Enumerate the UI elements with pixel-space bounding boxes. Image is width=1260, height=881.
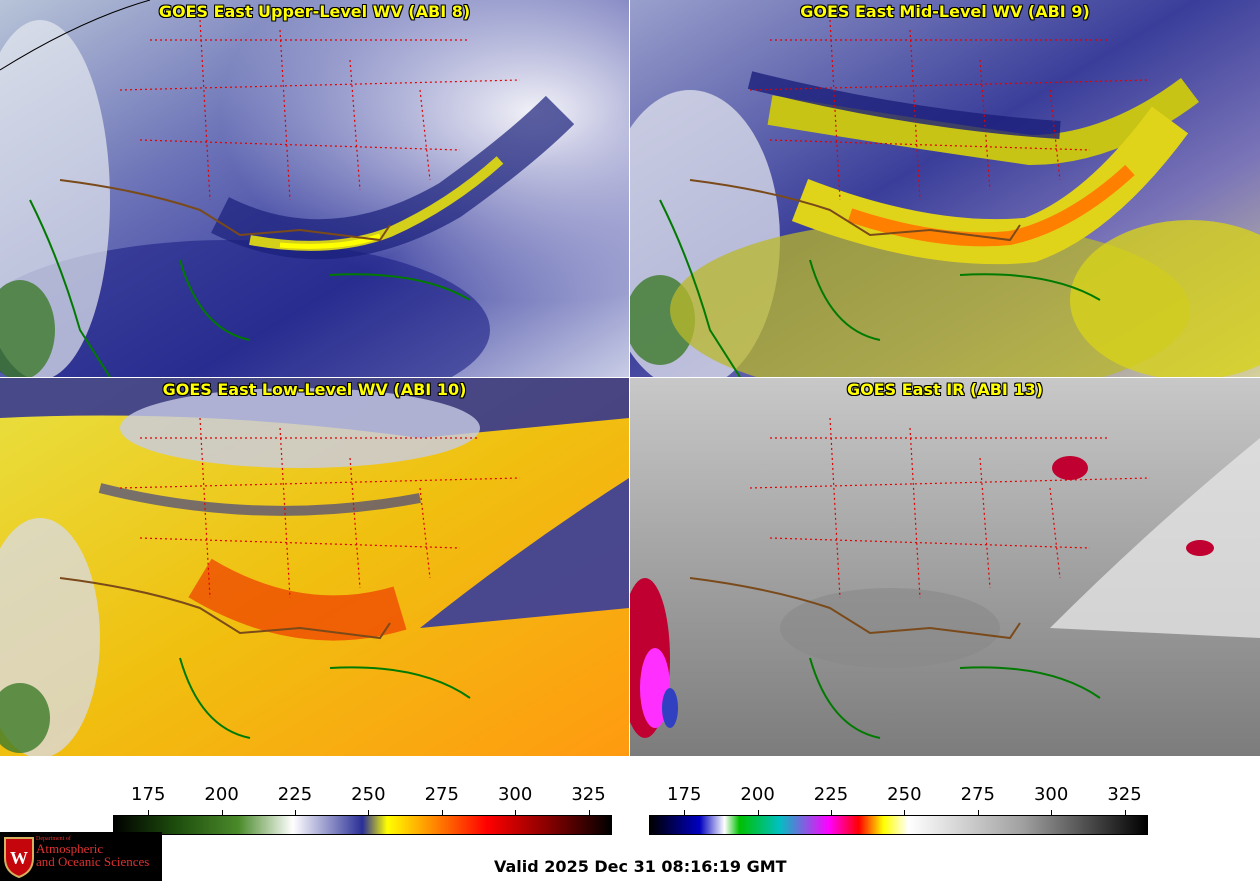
colorbar-tick-mark	[515, 810, 517, 815]
panel-mid-level-wv: GOES East Mid-Level WV (ABI 9)	[630, 0, 1260, 377]
panel-ir: GOES East IR (ABI 13)	[630, 378, 1260, 756]
panel-title: GOES East Mid-Level WV (ABI 9)	[800, 2, 1090, 21]
colorbar-tick-label: 175	[667, 784, 702, 805]
colorbar-tick-label: 225	[277, 784, 313, 805]
colorbar-tick-label: 200	[740, 784, 775, 805]
colorbar-tick-mark	[830, 810, 832, 815]
colorbar-tick-label: 250	[351, 784, 386, 805]
mid-level-wv-image	[630, 0, 1260, 377]
logo-line3: and Oceanic Sciences	[36, 854, 150, 869]
colorbar-tick-label: 225	[813, 784, 849, 805]
colorbar-tick-mark	[441, 810, 443, 815]
panel-title: GOES East Upper-Level WV (ABI 8)	[158, 2, 471, 21]
colorbar-tick-mark	[221, 810, 223, 815]
colorbar-tick-label: 325	[571, 784, 606, 805]
colorbar-tick-label: 275	[424, 784, 459, 805]
logo-line2: Atmospheric	[36, 841, 104, 856]
panel-title: GOES East Low-Level WV (ABI 10)	[162, 380, 467, 399]
colorbar-tick-mark	[904, 810, 906, 815]
colorbar-tick-mark	[1124, 810, 1126, 815]
colorbar-tick-label: 275	[960, 784, 995, 805]
colorbar-tick-label: 300	[1033, 784, 1069, 805]
upper-level-wv-image	[0, 0, 629, 377]
colorbar-tick-mark	[1051, 810, 1053, 815]
colorbar-tick-mark	[148, 810, 150, 815]
colorbar-tick-label: 175	[131, 784, 166, 805]
panel-upper-level-wv: GOES East Upper-Level WV (ABI 8)	[0, 0, 629, 377]
valid-time: Valid 2025 Dec 31 08:16:19 GMT	[494, 857, 787, 876]
ir-image	[630, 378, 1260, 756]
colorbar-tick-label: 200	[204, 784, 239, 805]
colorbar-tick-label: 300	[497, 784, 533, 805]
panel-low-level-wv: GOES East Low-Level WV (ABI 10)	[0, 378, 629, 756]
wv-colorbar	[113, 815, 612, 835]
colorbar-tick-mark	[757, 810, 759, 815]
colorbar-tick-mark	[368, 810, 370, 815]
colorbar-tick-mark	[588, 810, 590, 815]
svg-text:W: W	[10, 848, 28, 868]
colorbar-tick-label: 250	[887, 784, 922, 805]
uw-crest-icon: W	[4, 837, 34, 878]
panel-title: GOES East IR (ABI 13)	[846, 380, 1044, 399]
colorbar-tick-label: 325	[1107, 784, 1142, 805]
colorbar-tick-mark	[294, 810, 296, 815]
low-level-wv-image	[0, 378, 629, 756]
ir-colorbar	[649, 815, 1148, 835]
colorbar-tick-mark	[977, 810, 979, 815]
logo-line1: Department of	[36, 836, 71, 842]
aos-logo: W Department of Atmospheric and Oceanic …	[0, 832, 162, 881]
colorbar-tick-mark	[684, 810, 686, 815]
